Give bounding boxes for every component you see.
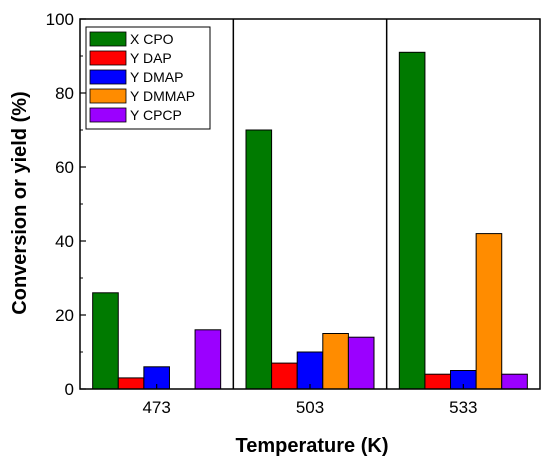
x-tick-label: 503 [296, 398, 324, 417]
legend-label: Y CPCP [130, 107, 182, 123]
legend-label: Y DAP [130, 50, 172, 66]
y-tick-label: 40 [55, 232, 74, 251]
x-tick-label: 473 [142, 398, 170, 417]
bar [296, 351, 324, 390]
bar [271, 362, 298, 390]
legend-label: X CPO [130, 31, 174, 47]
legend-item: Y DAP [89, 50, 172, 66]
y-axis-title: Conversion or yield (%) [9, 91, 31, 314]
bars-layer [92, 51, 528, 390]
y-tick-label: 80 [55, 84, 74, 103]
bar [424, 373, 452, 390]
x-tick-labels: 473 503 533 [142, 398, 477, 417]
legend-swatch [89, 69, 127, 85]
legend-label: Y DMMAP [130, 88, 195, 104]
y-tick-label: 0 [65, 380, 74, 399]
axis-ticks [80, 18, 464, 390]
bar [475, 233, 503, 390]
x-axis-title: Temperature (K) [236, 435, 389, 457]
legend-swatch [89, 88, 127, 104]
legend-swatch [89, 107, 127, 123]
bar [398, 51, 426, 390]
bar [322, 333, 349, 390]
bar [347, 336, 375, 390]
bar [117, 377, 145, 390]
bar [501, 373, 528, 390]
bar [245, 129, 273, 390]
y-tick-labels: 0 20 40 60 80 100 [46, 10, 74, 399]
legend-label: Y DMAP [130, 69, 183, 85]
y-tick-label: 60 [55, 158, 74, 177]
bar [92, 292, 119, 390]
legend-item: Y DMMAP [89, 88, 195, 104]
legend-item: Y CPCP [89, 107, 182, 123]
legend-swatch [89, 31, 127, 47]
y-tick-label: 20 [55, 306, 74, 325]
x-tick-label: 533 [449, 398, 477, 417]
legend: X CPO Y DAP Y DMAP Y DMMAP Y CPCP [85, 26, 211, 130]
legend-swatch [89, 50, 127, 66]
legend-item: X CPO [89, 31, 174, 47]
y-tick-label: 100 [46, 10, 74, 29]
bar [194, 329, 222, 390]
legend-item: Y DMAP [89, 69, 183, 85]
